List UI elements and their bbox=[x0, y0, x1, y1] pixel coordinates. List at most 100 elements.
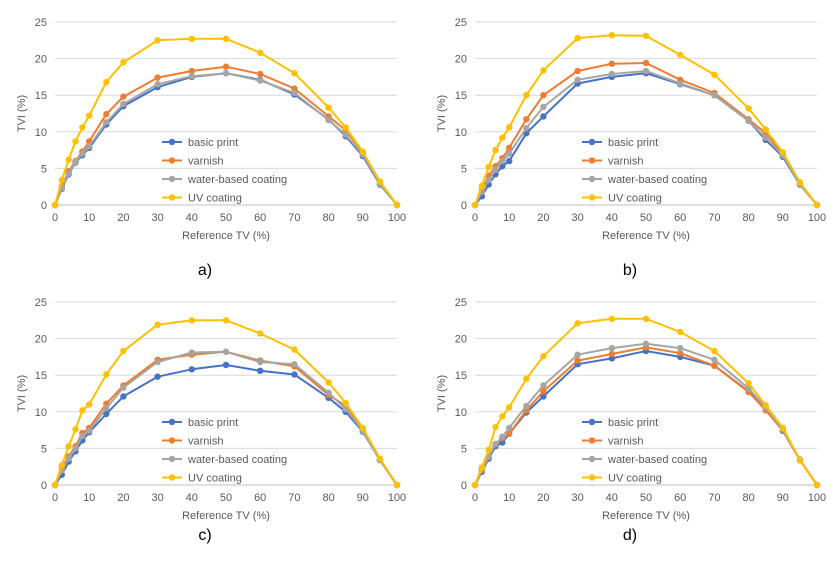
data-point bbox=[762, 402, 769, 409]
x-tick-label: 80 bbox=[322, 492, 334, 504]
data-point bbox=[257, 49, 264, 56]
y-tick-label: 10 bbox=[455, 407, 467, 419]
x-tick-label: 90 bbox=[357, 492, 369, 504]
data-point bbox=[499, 439, 506, 446]
data-point bbox=[79, 150, 86, 157]
x-tick-label: 40 bbox=[186, 212, 198, 224]
x-tick-label: 100 bbox=[808, 212, 826, 224]
data-point bbox=[506, 157, 513, 165]
legend-entry: varnish bbox=[608, 436, 643, 448]
data-point bbox=[677, 51, 684, 59]
data-point bbox=[779, 424, 786, 432]
data-point bbox=[540, 352, 547, 360]
x-tick-label: 70 bbox=[708, 492, 720, 504]
data-point bbox=[291, 89, 298, 97]
x-tick-label: 10 bbox=[83, 212, 95, 224]
y-axis-title: TVI (%) bbox=[436, 375, 448, 412]
legend-entry: varnish bbox=[188, 436, 223, 448]
data-point bbox=[478, 464, 486, 471]
x-tick-label: 60 bbox=[674, 492, 686, 504]
y-tick-label: 25 bbox=[455, 297, 467, 309]
y-tick-label: 20 bbox=[455, 54, 467, 66]
x-tick-label: 10 bbox=[503, 492, 515, 504]
x-tick-label: 90 bbox=[357, 212, 369, 224]
data-point bbox=[574, 34, 581, 42]
y-tick-label: 5 bbox=[41, 163, 47, 175]
y-tick-label: 10 bbox=[35, 127, 47, 139]
y-tick-label: 15 bbox=[455, 90, 467, 102]
y-tick-label: 25 bbox=[35, 17, 47, 29]
data-point bbox=[574, 76, 581, 84]
data-point bbox=[523, 92, 530, 99]
legend-swatch-marker bbox=[588, 175, 596, 183]
x-tick-label: 40 bbox=[606, 212, 618, 224]
data-point bbox=[393, 201, 401, 209]
legend-swatch-marker bbox=[168, 474, 176, 481]
x-axis-title: Reference TV (%) bbox=[182, 510, 270, 522]
data-point bbox=[608, 344, 615, 352]
data-point bbox=[325, 389, 332, 396]
data-point bbox=[222, 361, 230, 369]
data-point bbox=[711, 92, 718, 99]
data-point bbox=[499, 157, 506, 165]
data-point bbox=[608, 315, 615, 323]
x-tick-label: 30 bbox=[151, 212, 163, 224]
legend-entry: varnish bbox=[608, 156, 643, 168]
data-point bbox=[642, 315, 650, 323]
legend-entry: basic print bbox=[608, 137, 658, 149]
y-axis-title: TVI (%) bbox=[436, 95, 448, 132]
panel-label-c: c) bbox=[198, 527, 212, 544]
x-tick-label: 70 bbox=[288, 212, 300, 224]
x-tick-label: 60 bbox=[254, 492, 266, 504]
data-point bbox=[574, 351, 581, 358]
data-point bbox=[642, 340, 650, 347]
y-axis-title: TVI (%) bbox=[16, 375, 28, 412]
data-point bbox=[103, 78, 110, 86]
x-tick-label: 100 bbox=[808, 492, 826, 504]
data-point bbox=[506, 430, 513, 437]
data-point bbox=[540, 67, 547, 74]
data-point bbox=[485, 163, 492, 171]
data-point bbox=[58, 462, 66, 469]
series-line bbox=[474, 317, 818, 486]
data-point bbox=[677, 80, 684, 87]
data-point bbox=[813, 481, 821, 489]
y-tick-label: 20 bbox=[455, 334, 467, 346]
data-point bbox=[359, 148, 366, 155]
data-point bbox=[523, 402, 530, 410]
data-point bbox=[188, 35, 195, 43]
data-point bbox=[485, 176, 492, 184]
data-point bbox=[257, 77, 264, 84]
data-point bbox=[154, 358, 161, 366]
x-tick-label: 100 bbox=[388, 492, 406, 504]
data-point bbox=[499, 134, 506, 141]
data-point bbox=[499, 412, 506, 420]
y-tick-label: 25 bbox=[455, 17, 467, 29]
legend-swatch-marker bbox=[168, 418, 176, 426]
x-axis-title: Reference TV (%) bbox=[602, 510, 690, 522]
data-point bbox=[154, 81, 161, 88]
legend-swatch-marker bbox=[588, 138, 596, 146]
x-tick-label: 10 bbox=[83, 492, 95, 504]
legend-swatch-marker bbox=[168, 194, 176, 201]
data-point bbox=[574, 320, 581, 327]
x-tick-label: 70 bbox=[288, 492, 300, 504]
data-point bbox=[745, 380, 752, 387]
x-tick-label: 20 bbox=[537, 212, 549, 224]
data-point bbox=[711, 71, 718, 78]
data-point bbox=[485, 446, 492, 454]
y-tick-label: 15 bbox=[455, 370, 467, 382]
data-point bbox=[492, 440, 499, 448]
x-tick-label: 0 bbox=[52, 212, 58, 224]
data-point bbox=[154, 373, 161, 380]
x-tick-label: 30 bbox=[571, 492, 583, 504]
data-point bbox=[342, 405, 349, 413]
x-tick-label: 30 bbox=[571, 212, 583, 224]
data-point bbox=[79, 432, 86, 440]
legend-entry: basic print bbox=[608, 417, 658, 429]
x-tick-label: 50 bbox=[640, 492, 652, 504]
data-point bbox=[86, 427, 93, 435]
data-point bbox=[103, 410, 110, 418]
data-point bbox=[677, 344, 684, 352]
data-point bbox=[120, 59, 127, 66]
